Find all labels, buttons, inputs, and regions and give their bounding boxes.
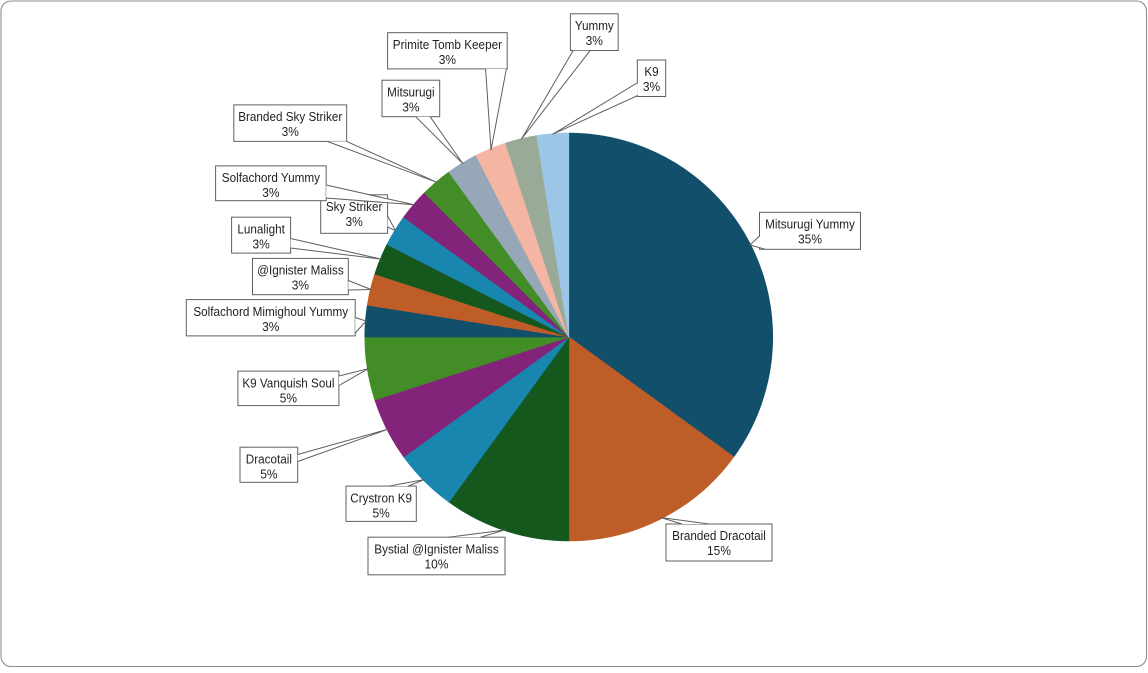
svg-text:5%: 5% bbox=[280, 390, 298, 405]
svg-text:3%: 3% bbox=[586, 33, 604, 48]
svg-text:5%: 5% bbox=[260, 466, 278, 481]
svg-text:10%: 10% bbox=[425, 556, 449, 571]
svg-text:3%: 3% bbox=[643, 79, 661, 94]
svg-text:3%: 3% bbox=[252, 236, 270, 251]
svg-text:3%: 3% bbox=[292, 278, 310, 293]
svg-text:Mitsurugi: Mitsurugi bbox=[387, 84, 435, 99]
svg-text:3%: 3% bbox=[346, 214, 364, 229]
svg-text:K9 Vanquish Soul: K9 Vanquish Soul bbox=[242, 375, 334, 390]
svg-text:Yummy: Yummy bbox=[575, 18, 614, 33]
svg-text:3%: 3% bbox=[402, 99, 420, 114]
svg-text:@Ignister Maliss: @Ignister Maliss bbox=[257, 263, 344, 278]
svg-text:Sky Striker: Sky Striker bbox=[326, 199, 383, 214]
svg-text:Solfachord Mimighoul Yummy: Solfachord Mimighoul Yummy bbox=[193, 304, 348, 319]
svg-text:Branded Dracotail: Branded Dracotail bbox=[672, 528, 766, 543]
svg-text:Branded Sky Striker: Branded Sky Striker bbox=[238, 109, 343, 124]
svg-text:3%: 3% bbox=[439, 52, 457, 67]
svg-text:K9: K9 bbox=[644, 64, 658, 79]
svg-text:5%: 5% bbox=[373, 505, 391, 520]
svg-text:35%: 35% bbox=[798, 232, 822, 247]
svg-text:Bystial @Ignister Maliss: Bystial @Ignister Maliss bbox=[374, 541, 499, 556]
svg-text:3%: 3% bbox=[282, 124, 300, 139]
svg-text:3%: 3% bbox=[262, 319, 280, 334]
svg-text:Primite Tomb Keeper: Primite Tomb Keeper bbox=[393, 37, 503, 52]
svg-text:Solfachord Yummy: Solfachord Yummy bbox=[222, 170, 321, 185]
svg-text:Lunalight: Lunalight bbox=[237, 221, 285, 236]
svg-text:3%: 3% bbox=[262, 185, 280, 200]
svg-text:15%: 15% bbox=[707, 543, 731, 558]
svg-text:Mitsurugi Yummy: Mitsurugi Yummy bbox=[765, 217, 855, 232]
svg-text:Dracotail: Dracotail bbox=[246, 451, 292, 466]
svg-text:Crystron K9: Crystron K9 bbox=[350, 490, 412, 505]
